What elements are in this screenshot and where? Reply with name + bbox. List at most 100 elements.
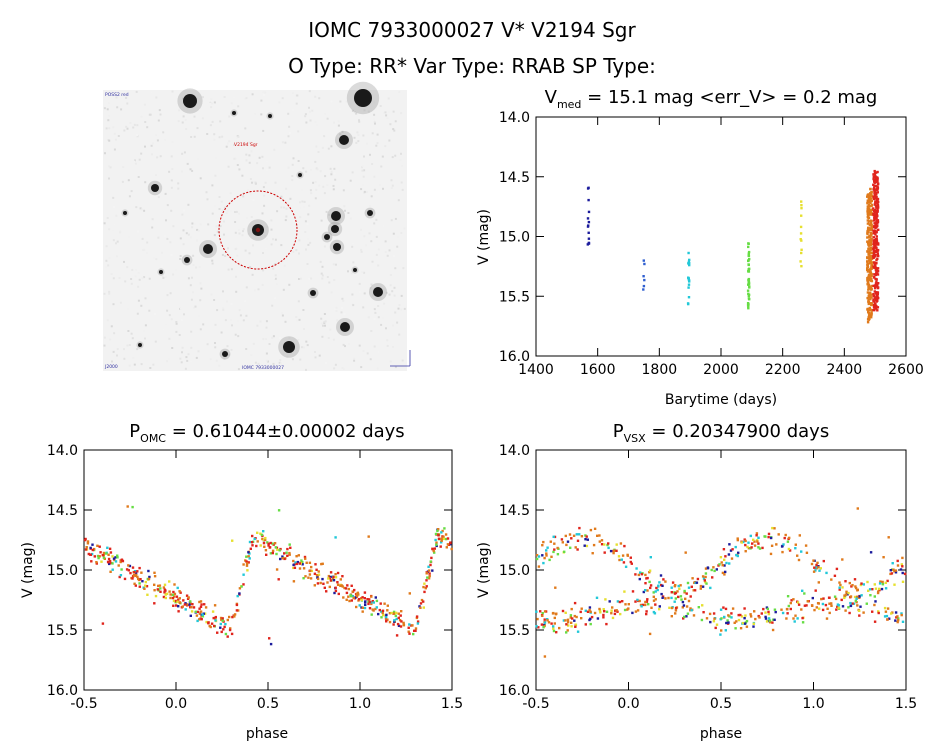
data-point (687, 286, 690, 289)
data-point (787, 547, 791, 551)
data-point (872, 294, 875, 298)
data-point (828, 602, 831, 605)
data-point (605, 622, 608, 626)
sky-noise-pixel (394, 217, 397, 220)
data-point (743, 538, 746, 541)
data-point (676, 590, 679, 593)
data-point (874, 241, 877, 245)
sky-noise-pixel (116, 240, 119, 243)
y-tick-label: 14.5 (499, 503, 530, 519)
sky-noise-pixel (305, 248, 307, 251)
sky-noise-pixel (138, 158, 141, 161)
sky-noise-pixel (263, 204, 266, 207)
data-point (773, 527, 776, 530)
data-point (420, 598, 424, 602)
data-point (159, 590, 162, 593)
data-point (626, 608, 629, 611)
data-point (747, 307, 750, 310)
data-point (780, 545, 784, 548)
sky-noise-pixel (329, 167, 332, 170)
data-point (545, 549, 548, 552)
data-point (873, 186, 876, 190)
data-point (556, 546, 559, 550)
sky-noise-pixel (245, 217, 248, 220)
sky-noise-pixel (235, 210, 238, 213)
sky-noise-pixel (153, 257, 155, 260)
data-point (739, 613, 742, 617)
data-point (866, 267, 869, 270)
sky-noise-pixel (218, 136, 221, 139)
sky-noise-pixel (394, 267, 397, 270)
data-point (714, 626, 717, 630)
sky-noise-pixel (363, 235, 366, 238)
data-point (566, 618, 570, 621)
data-point (634, 600, 637, 603)
data-point (118, 575, 121, 579)
data-point (870, 199, 873, 203)
sky-noise-pixel (234, 333, 237, 336)
data-point (644, 582, 647, 585)
data-point (553, 622, 556, 625)
data-point (587, 242, 591, 245)
data-point (685, 592, 688, 595)
data-point (175, 595, 179, 598)
data-point (872, 212, 875, 216)
data-point (198, 607, 201, 610)
x-tick-label: 0.0 (617, 696, 639, 712)
data-point (185, 594, 189, 597)
data-point (102, 551, 106, 555)
data-point (617, 555, 621, 558)
data-point (764, 617, 768, 620)
data-point (817, 602, 820, 605)
sky-noise-pixel (310, 192, 313, 195)
data-point (292, 563, 295, 567)
data-point (867, 251, 870, 254)
sky-noise-pixel (152, 142, 154, 145)
sky-noise-pixel (393, 129, 396, 132)
data-point (546, 546, 549, 549)
sky-noise-pixel (383, 302, 386, 305)
data-point (620, 558, 623, 561)
sky-noise-pixel (397, 307, 400, 310)
data-point (398, 619, 402, 622)
sky-noise-pixel (137, 271, 140, 274)
data-point (866, 260, 869, 263)
sky-noise-pixel (211, 259, 214, 262)
data-point (144, 584, 147, 587)
data-point (763, 535, 766, 538)
sky-noise-pixel (265, 160, 268, 163)
data-point (191, 603, 194, 606)
data-point (153, 575, 157, 578)
data-point (868, 196, 872, 200)
data-point (446, 543, 450, 546)
sky-noise-pixel (355, 141, 358, 144)
data-point (785, 617, 788, 620)
data-point (415, 616, 419, 620)
sky-noise-pixel (175, 330, 178, 333)
data-point (245, 562, 249, 565)
data-point (288, 553, 291, 556)
title-main: V (545, 87, 558, 108)
data-point (214, 619, 217, 622)
sky-noise-pixel (324, 175, 327, 178)
data-point (876, 291, 880, 294)
data-point (869, 294, 872, 297)
data-point (238, 587, 242, 590)
sky-noise-pixel (177, 182, 180, 185)
data-point (723, 558, 726, 561)
data-point (754, 617, 757, 621)
sky-noise-pixel (166, 237, 169, 240)
data-point (545, 552, 548, 555)
data-point (868, 244, 871, 247)
sky-noise-pixel (209, 124, 212, 127)
data-point (873, 297, 876, 300)
data-point (253, 537, 256, 541)
sky-noise-pixel (181, 170, 184, 173)
sky-noise-pixel (194, 223, 197, 225)
data-point (263, 545, 266, 548)
sky-noise-pixel (106, 319, 109, 322)
y-tick-label: 15.5 (499, 623, 530, 639)
data-point (419, 606, 422, 609)
data-point (891, 562, 894, 565)
sky-noise-pixel (309, 189, 312, 192)
